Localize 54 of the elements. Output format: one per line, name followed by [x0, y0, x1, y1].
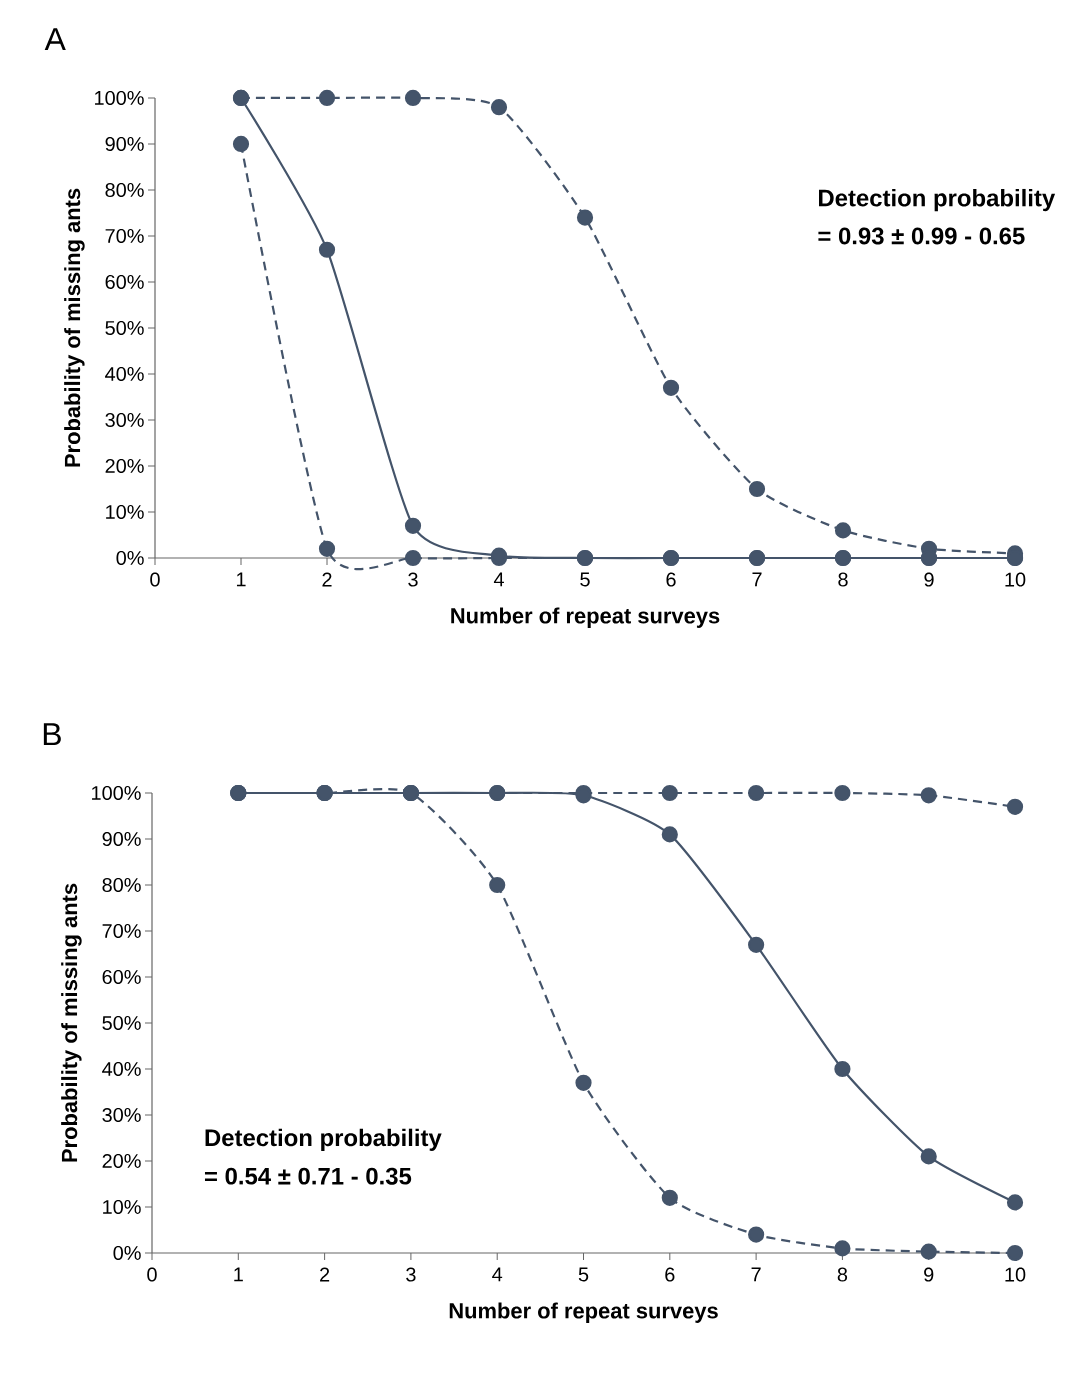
y-tick-label: 70%	[105, 228, 144, 244]
x-tick-label: 8	[837, 1267, 848, 1282]
x-tick-label: 6	[666, 572, 676, 587]
y-axis-title: Probability of missing ants	[61, 883, 82, 1162]
y-tick-label: 80%	[105, 182, 144, 198]
annotation: Detection probability	[819, 188, 1056, 212]
x-axis-title: Number of repeat surveys	[451, 607, 720, 628]
x-tick-label: 7	[751, 1267, 761, 1282]
x-tick-label: 4	[493, 572, 504, 587]
x-tick-label: 3	[406, 1267, 416, 1282]
y-tick-label: 40%	[102, 1061, 141, 1077]
y-tick-label: 100%	[92, 785, 141, 801]
x-tick-label: 5	[580, 572, 590, 587]
chart-title: B	[43, 723, 61, 746]
y-tick-label: 10%	[106, 504, 144, 520]
x-tick-label: 2	[322, 572, 332, 587]
x-tick-label: 4	[492, 1267, 503, 1282]
y-tick-label: 0%	[113, 1245, 141, 1261]
y-tick-label: 30%	[102, 1107, 141, 1123]
chart-title: A	[44, 28, 66, 51]
x-tick-label: 5	[578, 1267, 589, 1282]
annotation: Detection probability	[205, 1128, 442, 1151]
y-tick-label: 20%	[105, 458, 144, 474]
y-tick-label: 80%	[102, 877, 141, 893]
y-tick-label: 90%	[105, 136, 144, 152]
x-tick-label: 10	[1005, 1267, 1026, 1282]
x-tick-label: 10	[1005, 572, 1026, 587]
x-tick-label: 7	[752, 572, 762, 587]
x-tick-label: 8	[838, 572, 848, 587]
x-tick-label: 0	[150, 572, 160, 587]
x-axis-title: Number of repeat surveys	[449, 1302, 718, 1323]
y-tick-label: 50%	[102, 1015, 141, 1031]
annotation: = 0.93 ± 0.99 - 0.65	[818, 227, 1025, 245]
annotation: = 0.54 ± 0.71 - 0.35	[204, 1167, 412, 1185]
x-tick-label: 3	[408, 572, 418, 587]
x-tick-label: 1	[236, 572, 246, 587]
x-tick-label: 9	[924, 572, 934, 587]
y-tick-label: 40%	[105, 366, 144, 382]
y-tick-label: 70%	[102, 923, 141, 939]
y-tick-label: 20%	[102, 1153, 141, 1169]
x-tick-label: 1	[234, 1267, 243, 1282]
y-tick-label: 90%	[102, 831, 141, 847]
y-tick-label: 60%	[105, 274, 144, 290]
y-tick-label: 50%	[105, 320, 144, 336]
y-tick-label: 60%	[102, 969, 141, 985]
y-axis-title: Probability of missing ants	[64, 188, 85, 467]
y-tick-label: 100%	[95, 90, 144, 106]
y-tick-label: 30%	[105, 412, 144, 428]
x-tick-label: 0	[147, 1267, 157, 1282]
x-tick-label: 6	[665, 1267, 675, 1282]
x-tick-label: 9	[924, 1267, 934, 1282]
y-tick-label: 0%	[116, 550, 144, 566]
x-tick-label: 2	[320, 1267, 330, 1282]
y-tick-label: 10%	[103, 1199, 141, 1215]
